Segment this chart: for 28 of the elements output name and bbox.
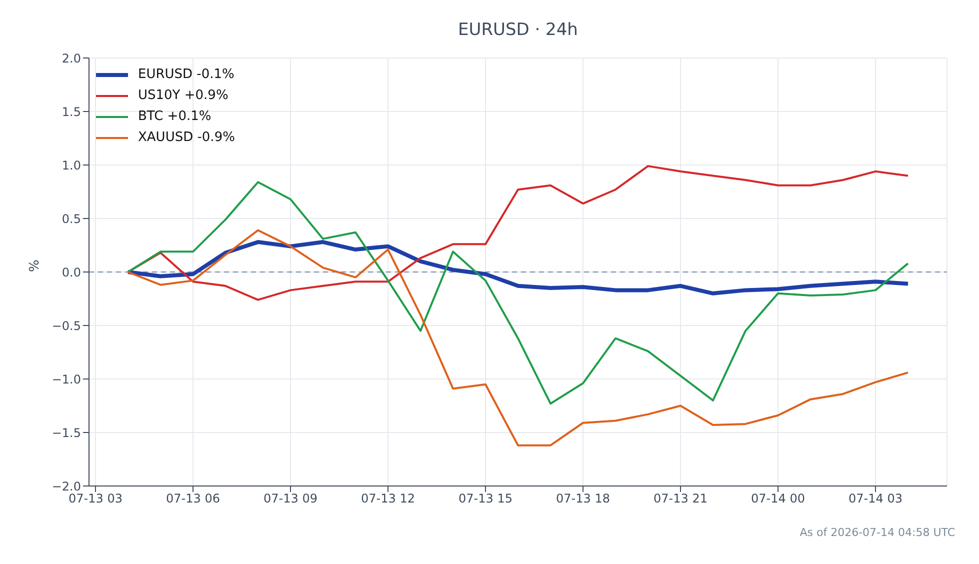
text: As of 2026-07-14 04:58 UTC [800,526,955,539]
line-series [126,240,910,296]
chart-title: EURUSD · 24h [457,20,579,40]
y-tick-label: −2.0 [52,479,81,494]
x-tick-label: 07-13 18 [556,492,610,506]
y-tick-label: 1.5 [62,104,81,119]
y-tick-label: 0.0 [62,265,81,280]
x-tick-label: 07-13 21 [654,492,708,506]
x-tick-label: 07-13 09 [264,492,318,506]
x-tick-label: 07-14 00 [751,492,805,506]
y-tick-label: 2.0 [62,51,81,66]
y-axis-title: % [28,260,43,272]
legend-label: EURUSD -0.1% [138,67,234,82]
line-series [127,181,909,405]
y-tick-label: 1.0 [62,158,81,172]
x-tick-label: 07-13 06 [166,492,220,506]
y-tick-label: −1.5 [52,426,81,440]
x-tick-label: 07-14 03 [848,492,902,506]
legend-label: US10Y +0.9% [138,88,228,103]
y-tick-label: −1.0 [52,372,81,386]
line-series [127,229,909,446]
y-tick-label: 0.5 [62,212,81,226]
x-tick-label: 07-13 15 [458,492,512,506]
x-tick-label: 07-13 03 [68,492,122,506]
y-tick-label: −0.5 [52,318,81,333]
x-tick-label: 07-13 12 [361,492,415,506]
legend-label: BTC +0.1% [138,109,212,124]
legend-label: XAUUSD -0.9% [138,130,235,145]
